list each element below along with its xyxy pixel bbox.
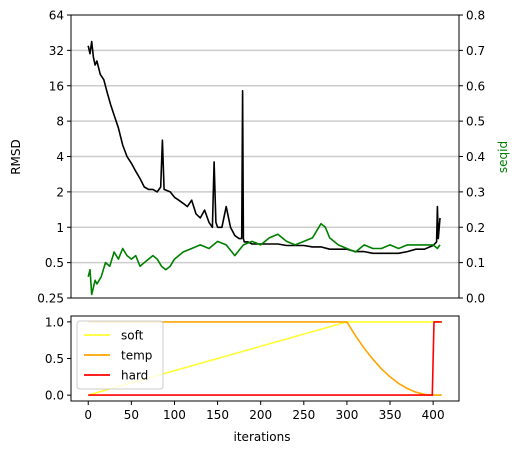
x-tick-label: 150 bbox=[206, 408, 229, 422]
x-tick-label: 50 bbox=[124, 408, 139, 422]
rmsd-line bbox=[87, 40, 441, 255]
bottom-series bbox=[87, 321, 442, 396]
legend-label-soft: soft bbox=[121, 329, 144, 343]
y-tick-label-right: 0.1 bbox=[466, 256, 485, 270]
y-tick-label-right: 0.3 bbox=[466, 185, 485, 199]
x-axis-label: iterations bbox=[234, 430, 291, 444]
y-tick-label-right: 0.0 bbox=[466, 292, 485, 306]
x-tick-label: 300 bbox=[335, 408, 358, 422]
x-tick-label: 350 bbox=[379, 408, 402, 422]
bottom-x-axis: 0 50 100 150 200 250 300 350 400 bbox=[84, 401, 445, 422]
y-tick-label-left: 1 bbox=[56, 221, 64, 235]
y-tick-label-left: 8 bbox=[56, 115, 64, 129]
y-tick-label-left: 4 bbox=[56, 150, 64, 164]
y-tick-label-right: 0.8 bbox=[466, 9, 485, 23]
seqid-line bbox=[87, 222, 441, 296]
y-axis-label-right: seqid bbox=[496, 141, 510, 173]
y-tick-label-right: 0.4 bbox=[466, 150, 485, 164]
x-tick-label: 200 bbox=[249, 408, 272, 422]
top-right-axis: 0.0 0.1 0.2 0.3 0.4 0.5 0.6 0.7 0.8 bbox=[459, 9, 485, 306]
bottom-y-axis: 0.0 0.5 1.0 bbox=[45, 315, 71, 403]
y-axis-label-left: RMSD bbox=[9, 139, 23, 175]
x-tick-label: 400 bbox=[422, 408, 445, 422]
legend: soft temp hard bbox=[76, 320, 164, 390]
legend-label-temp: temp bbox=[121, 349, 152, 363]
x-tick-label: 250 bbox=[292, 408, 315, 422]
y-tick-label-right: 0.7 bbox=[466, 44, 485, 58]
legend-label-hard: hard bbox=[121, 369, 148, 383]
y-tick-label-right: 0.5 bbox=[466, 115, 485, 129]
hard-line bbox=[88, 321, 442, 396]
legend-box bbox=[76, 320, 164, 390]
y-tick-label-left: 0.25 bbox=[37, 292, 64, 306]
top-left-axis: 0.25 0.5 1 2 4 8 16 32 64 bbox=[37, 9, 71, 306]
y-tick-label-bottom: 0.0 bbox=[45, 389, 64, 403]
y-tick-label-right: 0.6 bbox=[466, 79, 485, 93]
x-tick-label: 0 bbox=[84, 408, 92, 422]
y-tick-label-bottom: 1.0 bbox=[45, 315, 64, 329]
top-series bbox=[87, 40, 441, 296]
y-tick-label-left: 0.5 bbox=[45, 256, 64, 270]
y-tick-label-left: 64 bbox=[49, 9, 64, 23]
x-tick-label: 100 bbox=[163, 408, 186, 422]
y-tick-label-left: 32 bbox=[49, 44, 64, 58]
y-tick-label-bottom: 0.5 bbox=[45, 352, 64, 366]
top-grid bbox=[71, 49, 459, 264]
y-tick-label-left: 16 bbox=[49, 79, 64, 93]
y-tick-label-right: 0.2 bbox=[466, 221, 485, 235]
y-tick-label-left: 2 bbox=[56, 185, 64, 199]
